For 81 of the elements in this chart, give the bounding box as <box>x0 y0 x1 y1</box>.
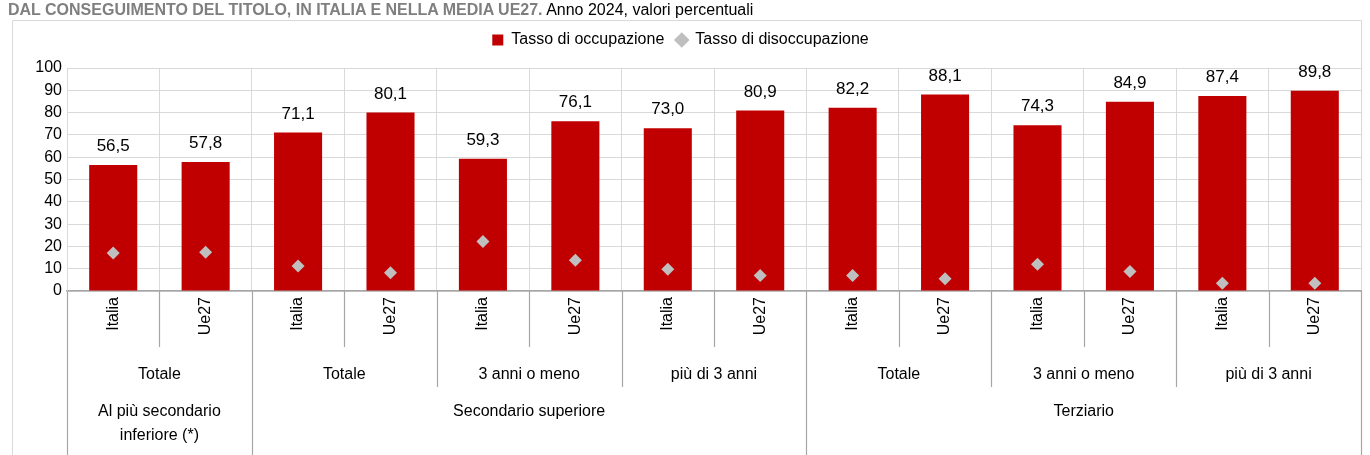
point <box>753 269 767 283</box>
y-tick-label: 90 <box>44 80 63 98</box>
data-label: 84,9 <box>1113 72 1147 92</box>
point <box>568 253 582 267</box>
x-tick-label: Ue27 <box>750 296 768 336</box>
data-label: 74,3 <box>1020 96 1055 116</box>
data-label: 59,3 <box>466 129 500 149</box>
data-label: 56,5 <box>96 136 130 156</box>
data-label: 71,1 <box>281 103 315 123</box>
data-label: 87,4 <box>1205 67 1239 87</box>
point <box>476 234 490 248</box>
y-tick-label: 60 <box>44 147 63 165</box>
x-tick-label: Italia <box>103 296 121 331</box>
data-label: 73,0 <box>651 99 685 119</box>
y-tick-label: 10 <box>44 259 63 277</box>
y-tick-label: 0 <box>53 281 63 299</box>
point <box>938 272 952 286</box>
text: Totale <box>322 365 366 383</box>
point <box>1215 276 1229 290</box>
x-tick-label: Ue27 <box>935 296 953 336</box>
x-tick-label: Ue27 <box>380 296 398 336</box>
text: Terziario <box>1053 402 1115 420</box>
chart-title: DAL CONSEGUIMENTO DEL TITOLO, IN ITALIA E NELLA MEDIA UE27. <box>8 1 543 18</box>
y-tick-label: 70 <box>44 125 63 143</box>
bar <box>1013 125 1062 291</box>
bar <box>274 132 323 291</box>
text: Totale <box>138 365 181 383</box>
legend-label: Tasso di disoccupazione <box>695 30 869 48</box>
data-label: 82,2 <box>836 78 870 98</box>
x-tick-label: Italia <box>473 296 491 331</box>
data-label: 76,1 <box>558 92 592 112</box>
text: più di 3 anni <box>670 365 758 383</box>
x-tick-label: Italia <box>658 296 676 331</box>
x-tick-label: Italia <box>1027 296 1045 331</box>
y-tick-label: 30 <box>44 214 63 232</box>
point <box>199 245 213 259</box>
x-tick-label: Ue27 <box>196 296 214 336</box>
point <box>846 269 860 283</box>
bar <box>736 110 785 291</box>
point <box>1031 257 1044 271</box>
text: 3 anni o meno <box>1033 365 1135 383</box>
y-tick-label: 100 <box>35 58 63 76</box>
data-label: 89,8 <box>1298 61 1332 81</box>
x-tick-label: Ue27 <box>1120 296 1138 336</box>
text: Al più secondario inferiore (*) <box>98 402 221 444</box>
data-label: 88,1 <box>928 65 962 85</box>
bar <box>1290 90 1339 291</box>
data-label: 57,8 <box>189 133 223 153</box>
bar <box>643 128 692 291</box>
point <box>1123 264 1137 278</box>
y-tick-label: 50 <box>44 169 63 187</box>
point <box>291 259 305 273</box>
bar <box>181 162 230 291</box>
text: Secondario superiore <box>453 402 606 420</box>
text: più di 3 anni <box>1225 365 1312 383</box>
y-tick-label: 40 <box>44 192 63 210</box>
bar <box>551 121 600 291</box>
legend-label: Tasso di occupazione <box>511 30 665 48</box>
bar <box>366 112 415 291</box>
point <box>106 246 120 260</box>
point <box>661 262 675 276</box>
chart-subtitle: Anno 2024, valori percentuali <box>546 1 754 18</box>
x-tick-label: Ue27 <box>1305 296 1323 336</box>
point <box>384 266 397 280</box>
bar <box>921 94 970 291</box>
data-label: 80,9 <box>743 81 777 101</box>
text: 3 anni o meno <box>478 365 580 383</box>
text: Totale <box>877 365 921 383</box>
bar <box>89 165 138 291</box>
data-label: 80,1 <box>373 83 408 103</box>
point <box>1308 276 1322 290</box>
y-tick-label: 80 <box>44 103 63 121</box>
x-tick-label: Italia <box>1212 296 1230 331</box>
bar <box>1105 101 1154 291</box>
y-tick-label: 20 <box>44 236 63 254</box>
x-tick-label: Italia <box>288 296 306 331</box>
bar <box>1198 96 1247 291</box>
x-tick-label: Italia <box>843 296 861 331</box>
bar <box>828 107 877 291</box>
bar <box>458 158 507 291</box>
x-tick-label: Ue27 <box>565 296 583 336</box>
